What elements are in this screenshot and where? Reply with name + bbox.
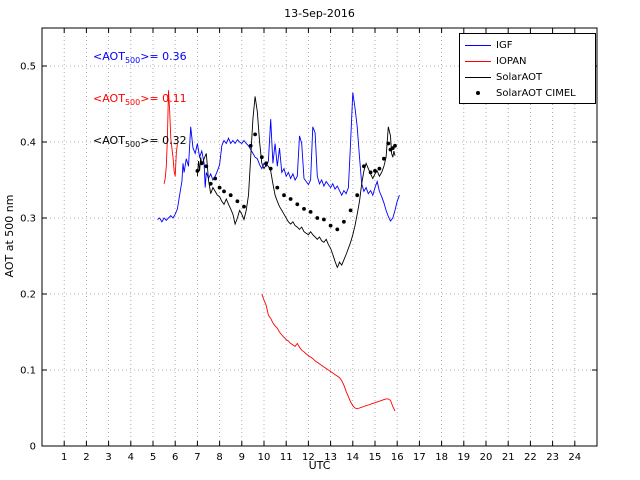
legend-item-iopan: IOPAN — [460, 53, 595, 69]
cimel-marker-swatch — [460, 91, 496, 95]
blue-line-sample — [465, 44, 491, 46]
svg-text:2: 2 — [83, 452, 89, 463]
legend-label-solaraot: SolarAOT — [496, 71, 543, 83]
svg-text:15: 15 — [369, 452, 382, 463]
svg-text:12: 12 — [302, 452, 315, 463]
legend-item-solaraot: SolarAOT — [460, 69, 595, 85]
svg-text:0.4: 0.4 — [20, 138, 36, 149]
svg-text:9: 9 — [239, 452, 245, 463]
svg-text:20: 20 — [480, 452, 493, 463]
iopan-line-swatch — [460, 60, 496, 62]
legend-label-solaraot-cimel: SolarAOT CIMEL — [496, 87, 576, 99]
red-line-sample — [465, 60, 491, 62]
igf-line-swatch — [460, 44, 496, 46]
grid — [42, 28, 597, 446]
svg-text:6: 6 — [172, 452, 178, 463]
x-tick-labels: 1 2 3 4 5 6 7 8 9 10 11 12 13 14 15 16 17 18 19 20 21 22 23 24 — [61, 452, 581, 463]
svg-text:22: 22 — [524, 452, 537, 463]
mean-aot-annotation-solaraot: <AOT500>= 0.32 — [93, 134, 187, 149]
series-solaraot — [196, 96, 396, 269]
y-axis-label: AOT at 500 nm — [3, 194, 16, 278]
svg-text:17: 17 — [413, 452, 426, 463]
legend-label-iopan: IOPAN — [496, 55, 527, 67]
annotation-text: <AOT — [93, 92, 125, 105]
series-igf — [157, 92, 400, 223]
svg-text:0.5: 0.5 — [20, 62, 36, 73]
annotation-text: >= 0.32 — [140, 134, 187, 147]
annotation-subscript: 500 — [124, 98, 141, 108]
svg-text:8: 8 — [216, 452, 222, 463]
svg-text:18: 18 — [435, 452, 448, 463]
annotation-text: >= 0.36 — [140, 50, 187, 63]
annotation-subscript: 500 — [124, 56, 141, 66]
svg-text:23: 23 — [546, 452, 559, 463]
annotation-text: <AOT — [93, 134, 125, 147]
annotation-text: >= 0.11 — [140, 92, 187, 105]
svg-text:0: 0 — [30, 442, 36, 453]
mean-aot-annotation-igf: <AOT500>= 0.36 — [93, 50, 187, 65]
black-dot-sample — [476, 91, 480, 95]
axes-box — [41, 27, 598, 447]
svg-text:7: 7 — [194, 452, 200, 463]
solaraot-line-swatch — [460, 76, 496, 78]
mean-aot-annotation-iopan: <AOT500>= 0.11 — [93, 92, 187, 107]
black-line-sample — [465, 76, 491, 78]
annotation-text: <AOT — [93, 50, 125, 63]
legend-label-igf: IGF — [496, 39, 513, 51]
chart-title: 13-Sep-2016 — [284, 7, 355, 20]
svg-text:24: 24 — [568, 452, 581, 463]
svg-text:1: 1 — [61, 452, 67, 463]
svg-text:13: 13 — [324, 452, 337, 463]
legend: IGF IOPAN SolarAOT SolarAOT CIMEL — [459, 33, 596, 104]
axis-ticks — [42, 28, 597, 447]
series-iopan — [163, 90, 396, 412]
svg-text:0.3: 0.3 — [20, 214, 36, 225]
svg-text:16: 16 — [391, 452, 404, 463]
svg-text:11: 11 — [280, 452, 293, 463]
legend-item-solaraot-cimel: SolarAOT CIMEL — [460, 85, 595, 101]
svg-text:3: 3 — [105, 452, 111, 463]
svg-text:10: 10 — [258, 452, 271, 463]
annotation-subscript: 500 — [124, 140, 141, 150]
svg-text:21: 21 — [502, 452, 515, 463]
svg-text:19: 19 — [457, 452, 470, 463]
x-axis-label: UTC — [308, 459, 331, 472]
legend-item-igf: IGF — [460, 37, 595, 53]
svg-text:0.2: 0.2 — [20, 290, 36, 301]
svg-text:5: 5 — [150, 452, 156, 463]
y-tick-labels: 0 0.1 0.2 0.3 0.4 0.5 — [20, 62, 36, 453]
svg-text:0.1: 0.1 — [20, 366, 36, 377]
series-solaraot-cimel — [195, 132, 397, 232]
svg-text:4: 4 — [128, 452, 134, 463]
svg-text:14: 14 — [346, 452, 359, 463]
